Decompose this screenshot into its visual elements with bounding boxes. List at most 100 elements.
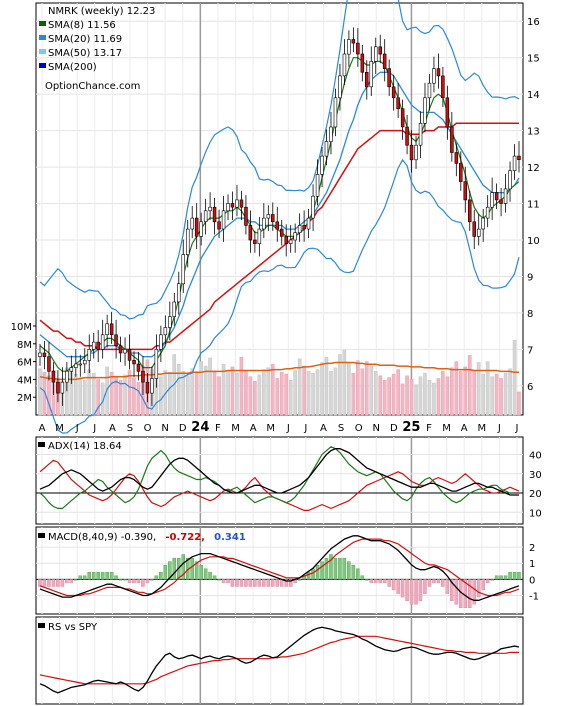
candle-body: [467, 199, 472, 223]
volume-bar: [512, 339, 517, 416]
candle-body: [78, 363, 83, 366]
price-tick-label: 16: [527, 17, 540, 28]
volume-bar: [293, 370, 297, 416]
candle-body: [226, 203, 230, 212]
macd-histogram-bar: [96, 572, 100, 580]
macd-histogram-bar: [414, 579, 418, 605]
macd-histogram-bar: [409, 579, 414, 605]
candle-body: [181, 254, 186, 285]
candle-body: [154, 349, 159, 379]
volume-bar: [369, 365, 374, 416]
macd-histogram-bar: [508, 572, 512, 580]
rs-line: [39, 626, 520, 694]
macd-histogram-bar: [123, 579, 127, 581]
candle-body: [485, 206, 490, 219]
volume-bar: [38, 368, 42, 416]
x-axis-label: D: [179, 423, 187, 434]
candle-body: [136, 363, 141, 372]
panel-tick-label: 1: [529, 559, 535, 570]
volume-bar: [82, 380, 87, 416]
volume-bar: [208, 357, 212, 416]
macd-histogram-bar: [472, 579, 477, 605]
volume-bar: [123, 374, 127, 416]
candle-body: [65, 370, 69, 383]
macd-histogram-bar: [109, 572, 114, 580]
volume-bar: [226, 370, 230, 416]
macd-histogram-bar: [517, 572, 521, 580]
candle-body: [217, 221, 221, 230]
volume-bar: [262, 369, 266, 416]
candle-body: [373, 46, 378, 62]
volume-bar: [297, 358, 302, 416]
candle-body: [194, 217, 199, 237]
macd-histogram-bar: [208, 572, 212, 580]
macd-histogram-bar: [405, 579, 409, 601]
macd-histogram-bar: [65, 579, 69, 584]
candle-body: [248, 225, 253, 241]
legend-swatch-sma50: [39, 49, 46, 54]
x-axis-label: J: [303, 423, 307, 434]
macd-histogram-bar: [82, 575, 87, 580]
macd-histogram-bar: [485, 579, 490, 584]
macd-histogram-bar: [360, 575, 365, 580]
price-tick-label: 15: [527, 54, 540, 65]
candle-body: [364, 72, 369, 88]
volume-bar: [105, 366, 109, 416]
volume-bar: [414, 384, 418, 416]
volume-bar: [253, 380, 257, 416]
candle-body: [432, 68, 436, 84]
candle-body: [275, 221, 279, 230]
volume-average-line: [39, 361, 519, 381]
volume-bar: [159, 376, 163, 416]
adx-label: ADX(14) 18.64: [48, 441, 122, 452]
macd-histogram-bar: [105, 572, 109, 580]
candle-body: [445, 97, 450, 128]
volume-bar: [194, 372, 199, 416]
macd-histogram-bar: [432, 579, 436, 584]
candle-body: [51, 370, 56, 383]
x-axis-label: F: [215, 423, 221, 434]
plus-di-line: [39, 446, 511, 509]
candle-body: [356, 42, 360, 55]
macd-histogram-bar: [338, 557, 342, 580]
price-tick-label: 6: [527, 382, 533, 393]
volume-bar: [405, 375, 409, 416]
volume-bar: [329, 371, 333, 416]
candle-body: [239, 199, 244, 208]
candle-body: [454, 152, 459, 164]
macd-histogram-bar: [127, 579, 132, 584]
candle-body: [517, 155, 521, 161]
volume-bar: [472, 370, 477, 416]
volume-bar: [181, 371, 186, 416]
volume-bar: [132, 377, 136, 416]
volume-bar: [427, 380, 432, 416]
macd-histogram-bar: [221, 579, 226, 584]
macd-histogram-bar: [468, 579, 472, 609]
macd-histogram-bar: [512, 572, 517, 580]
volume-bar: [463, 366, 468, 416]
volume-bar: [351, 372, 356, 416]
candle-body: [118, 345, 123, 354]
volume-bar: [436, 378, 441, 416]
macd-histogram-bar: [199, 565, 203, 580]
price-candles: [38, 27, 521, 406]
x-axis-label: D: [390, 423, 398, 434]
x-axis-label: A: [461, 423, 468, 434]
macd-histogram-bar: [100, 572, 105, 580]
candle-body: [266, 214, 271, 219]
panel-tick-label: 10: [529, 508, 542, 519]
volume-bar: [306, 371, 311, 416]
candle-body: [490, 192, 494, 208]
macd-histogram-bar: [230, 579, 235, 587]
candle-body: [369, 60, 373, 88]
candle-body: [145, 381, 150, 394]
candle-body: [212, 206, 217, 223]
price-tick-label: 10: [527, 236, 540, 247]
macd-histogram-bar: [329, 554, 333, 580]
candle-body: [288, 239, 293, 244]
candle-body: [320, 155, 324, 175]
price-tick-label: 13: [527, 127, 540, 138]
rs-legend-swatch: [38, 623, 45, 628]
x-axis-label: M: [442, 423, 451, 434]
